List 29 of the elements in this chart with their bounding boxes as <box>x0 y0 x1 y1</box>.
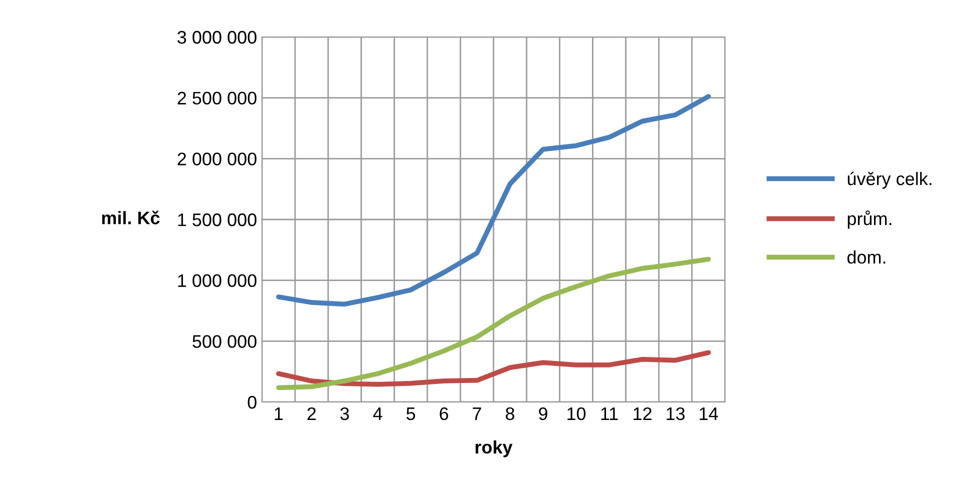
line-series <box>276 94 711 307</box>
line-series <box>276 256 711 390</box>
x-tick-label: 12 <box>634 407 652 420</box>
y-tick-label: 1 500 000 <box>178 213 256 226</box>
y-tick-label: 2 500 000 <box>178 92 256 105</box>
x-tick-label: 3 <box>340 407 349 420</box>
y-axis-title: mil. Kč <box>102 210 160 224</box>
x-tick-label: 4 <box>373 408 382 420</box>
x-tick-label: 11 <box>601 408 618 420</box>
y-tick-label: 1 000 000 <box>178 274 256 288</box>
x-tick-label: 7 <box>472 408 482 420</box>
legend-label: úvěry celk. <box>848 172 932 189</box>
x-tick-label: 1 <box>274 408 283 420</box>
x-tick-label: 2 <box>307 407 316 420</box>
x-tick-label: 14 <box>700 408 718 420</box>
x-tick-label: 9 <box>538 407 548 420</box>
legend-label: dom. <box>847 250 886 264</box>
y-tick-label: 0 <box>248 396 256 409</box>
x-tick-label: 10 <box>568 407 586 420</box>
line-series <box>276 350 711 387</box>
x-tick-label: 5 <box>406 408 416 420</box>
x-tick-label: 8 <box>506 407 514 420</box>
legend-label: prům. <box>848 210 892 229</box>
x-tick-label: 6 <box>440 407 448 420</box>
y-tick-label: 500 000 <box>192 335 256 348</box>
x-axis-title: roky <box>476 440 512 458</box>
y-tick-label: 3 000 000 <box>178 30 256 44</box>
x-tick-label: 13 <box>666 407 685 420</box>
y-tick-label: 2 000 000 <box>178 152 256 166</box>
